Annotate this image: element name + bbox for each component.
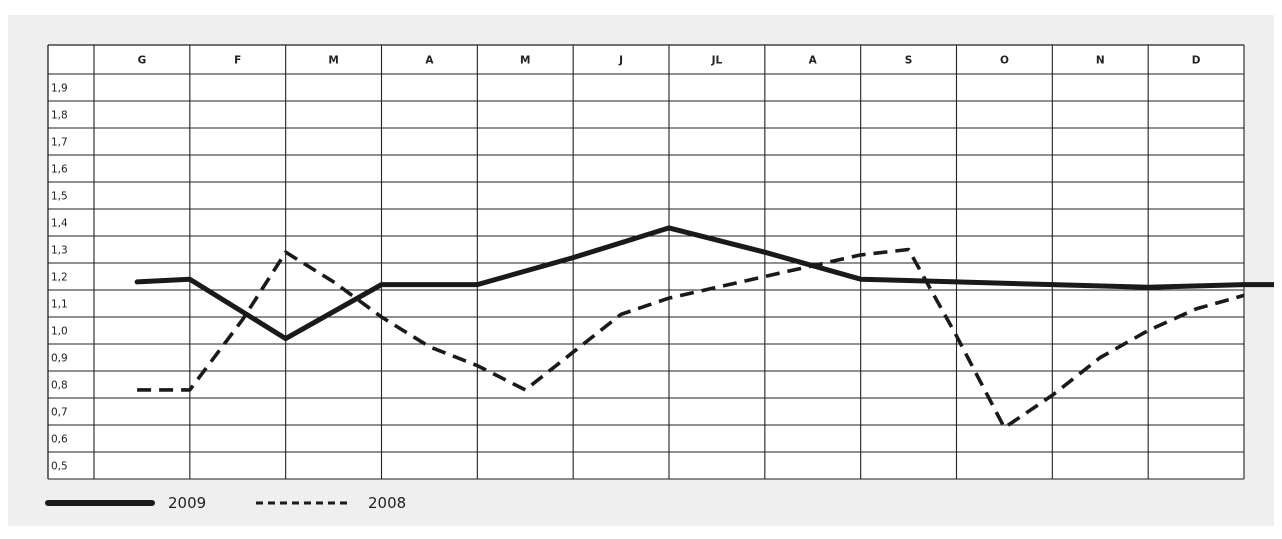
y-tick-label: 0,6 (51, 434, 68, 446)
legend-label-2009: 2009 (168, 494, 206, 512)
month-label: M (328, 55, 338, 67)
y-tick-label: 1,4 (51, 218, 68, 230)
line-chart: G F M A M J JL A S O N D 1,9 1,8 1,7 1,6 1,5 1,4 1,3 1,2 1,1… (45, 44, 1274, 512)
legend: 2009 2008 (45, 494, 406, 512)
month-label: S (905, 55, 913, 67)
y-tick-label: 1,8 (51, 110, 68, 122)
series-line-2008 (137, 247, 1245, 430)
y-tick-label: 1,6 (51, 164, 68, 176)
y-tick-label: 1,5 (51, 191, 68, 203)
chart-panel: G F M A M J JL A S O N D 1,9 1,8 1,7 1,6 1,5 1,4 1,3 1,2 1,1… (8, 15, 1274, 526)
month-label: M (520, 55, 530, 67)
month-label: G (138, 55, 147, 67)
y-tick-label: 0,8 (51, 380, 68, 392)
month-label: A (809, 55, 818, 67)
y-tick-label: 0,9 (51, 353, 68, 365)
month-label: A (425, 55, 434, 67)
y-tick-label: 1,0 (51, 326, 68, 338)
y-tick-label: 1,7 (51, 137, 68, 149)
y-tick-label: 1,2 (51, 272, 68, 284)
month-label: D (1192, 55, 1201, 67)
month-label: JL (711, 55, 723, 67)
y-tick-label: 0,5 (51, 461, 68, 473)
y-tick-label: 1,1 (51, 299, 68, 311)
month-label: J (618, 55, 623, 67)
table-background (48, 45, 1244, 479)
y-tick-label: 1,9 (51, 83, 68, 95)
y-tick-label: 0,7 (51, 407, 68, 419)
series-layer (134, 225, 1274, 430)
month-label: N (1096, 55, 1105, 67)
month-label: F (234, 55, 241, 67)
label-layer: G F M A M J JL A S O N D 1,9 1,8 1,7 1,6 1,5 1,4 1,3 1,2 1,1… (51, 55, 1201, 473)
y-tick-label: 1,3 (51, 245, 68, 257)
month-label: O (1000, 55, 1009, 67)
series-line-2009 (134, 225, 1274, 342)
grid-layer (47, 44, 1245, 480)
legend-label-2008: 2008 (368, 494, 406, 512)
